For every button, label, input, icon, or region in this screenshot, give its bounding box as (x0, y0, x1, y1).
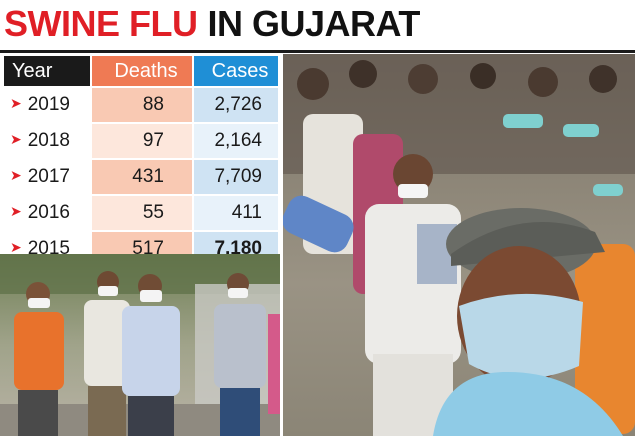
arrow-icon: ➤ (10, 95, 22, 111)
photo-divider (280, 54, 283, 436)
year-cell: ➤ 2016 (4, 196, 90, 230)
cases-header: Cases (194, 56, 278, 86)
year-header: Year (4, 56, 90, 86)
table-row: ➤ 2017 431 7,709 (4, 160, 278, 194)
swine-flu-table: Year Deaths Cases ➤ 2019 88 2,726 ➤ 2018 9… (2, 54, 280, 268)
cases-cell: 2,164 (194, 124, 278, 158)
year-cell: ➤ 2017 (4, 160, 90, 194)
table-row: ➤ 2019 88 2,726 (4, 88, 278, 122)
deaths-header: Deaths (92, 56, 192, 86)
arrow-icon: ➤ (10, 239, 22, 255)
headline-part-1: SWINE FLU (4, 3, 198, 44)
deaths-cell: 88 (92, 88, 192, 122)
cases-cell: 2,726 (194, 88, 278, 122)
cases-cell: 7,709 (194, 160, 278, 194)
headline-rule (0, 50, 635, 53)
crowd-wearing-masks-photo (283, 54, 635, 436)
table-header-row: Year Deaths Cases (4, 56, 278, 86)
table-row: ➤ 2016 55 411 (4, 196, 278, 230)
arrow-icon: ➤ (10, 167, 22, 183)
cases-cell: 411 (194, 196, 278, 230)
headline-part-2: IN GUJARAT (207, 3, 420, 44)
people-wearing-masks-street-photo (0, 254, 280, 436)
year-cell: ➤ 2018 (4, 124, 90, 158)
arrow-icon: ➤ (10, 203, 22, 219)
table-row: ➤ 2018 97 2,164 (4, 124, 278, 158)
arrow-icon: ➤ (10, 131, 22, 147)
deaths-cell: 97 (92, 124, 192, 158)
deaths-cell: 431 (92, 160, 192, 194)
year-cell: ➤ 2019 (4, 88, 90, 122)
deaths-cell: 55 (92, 196, 192, 230)
headline: SWINE FLU IN GUJARAT (0, 0, 635, 48)
